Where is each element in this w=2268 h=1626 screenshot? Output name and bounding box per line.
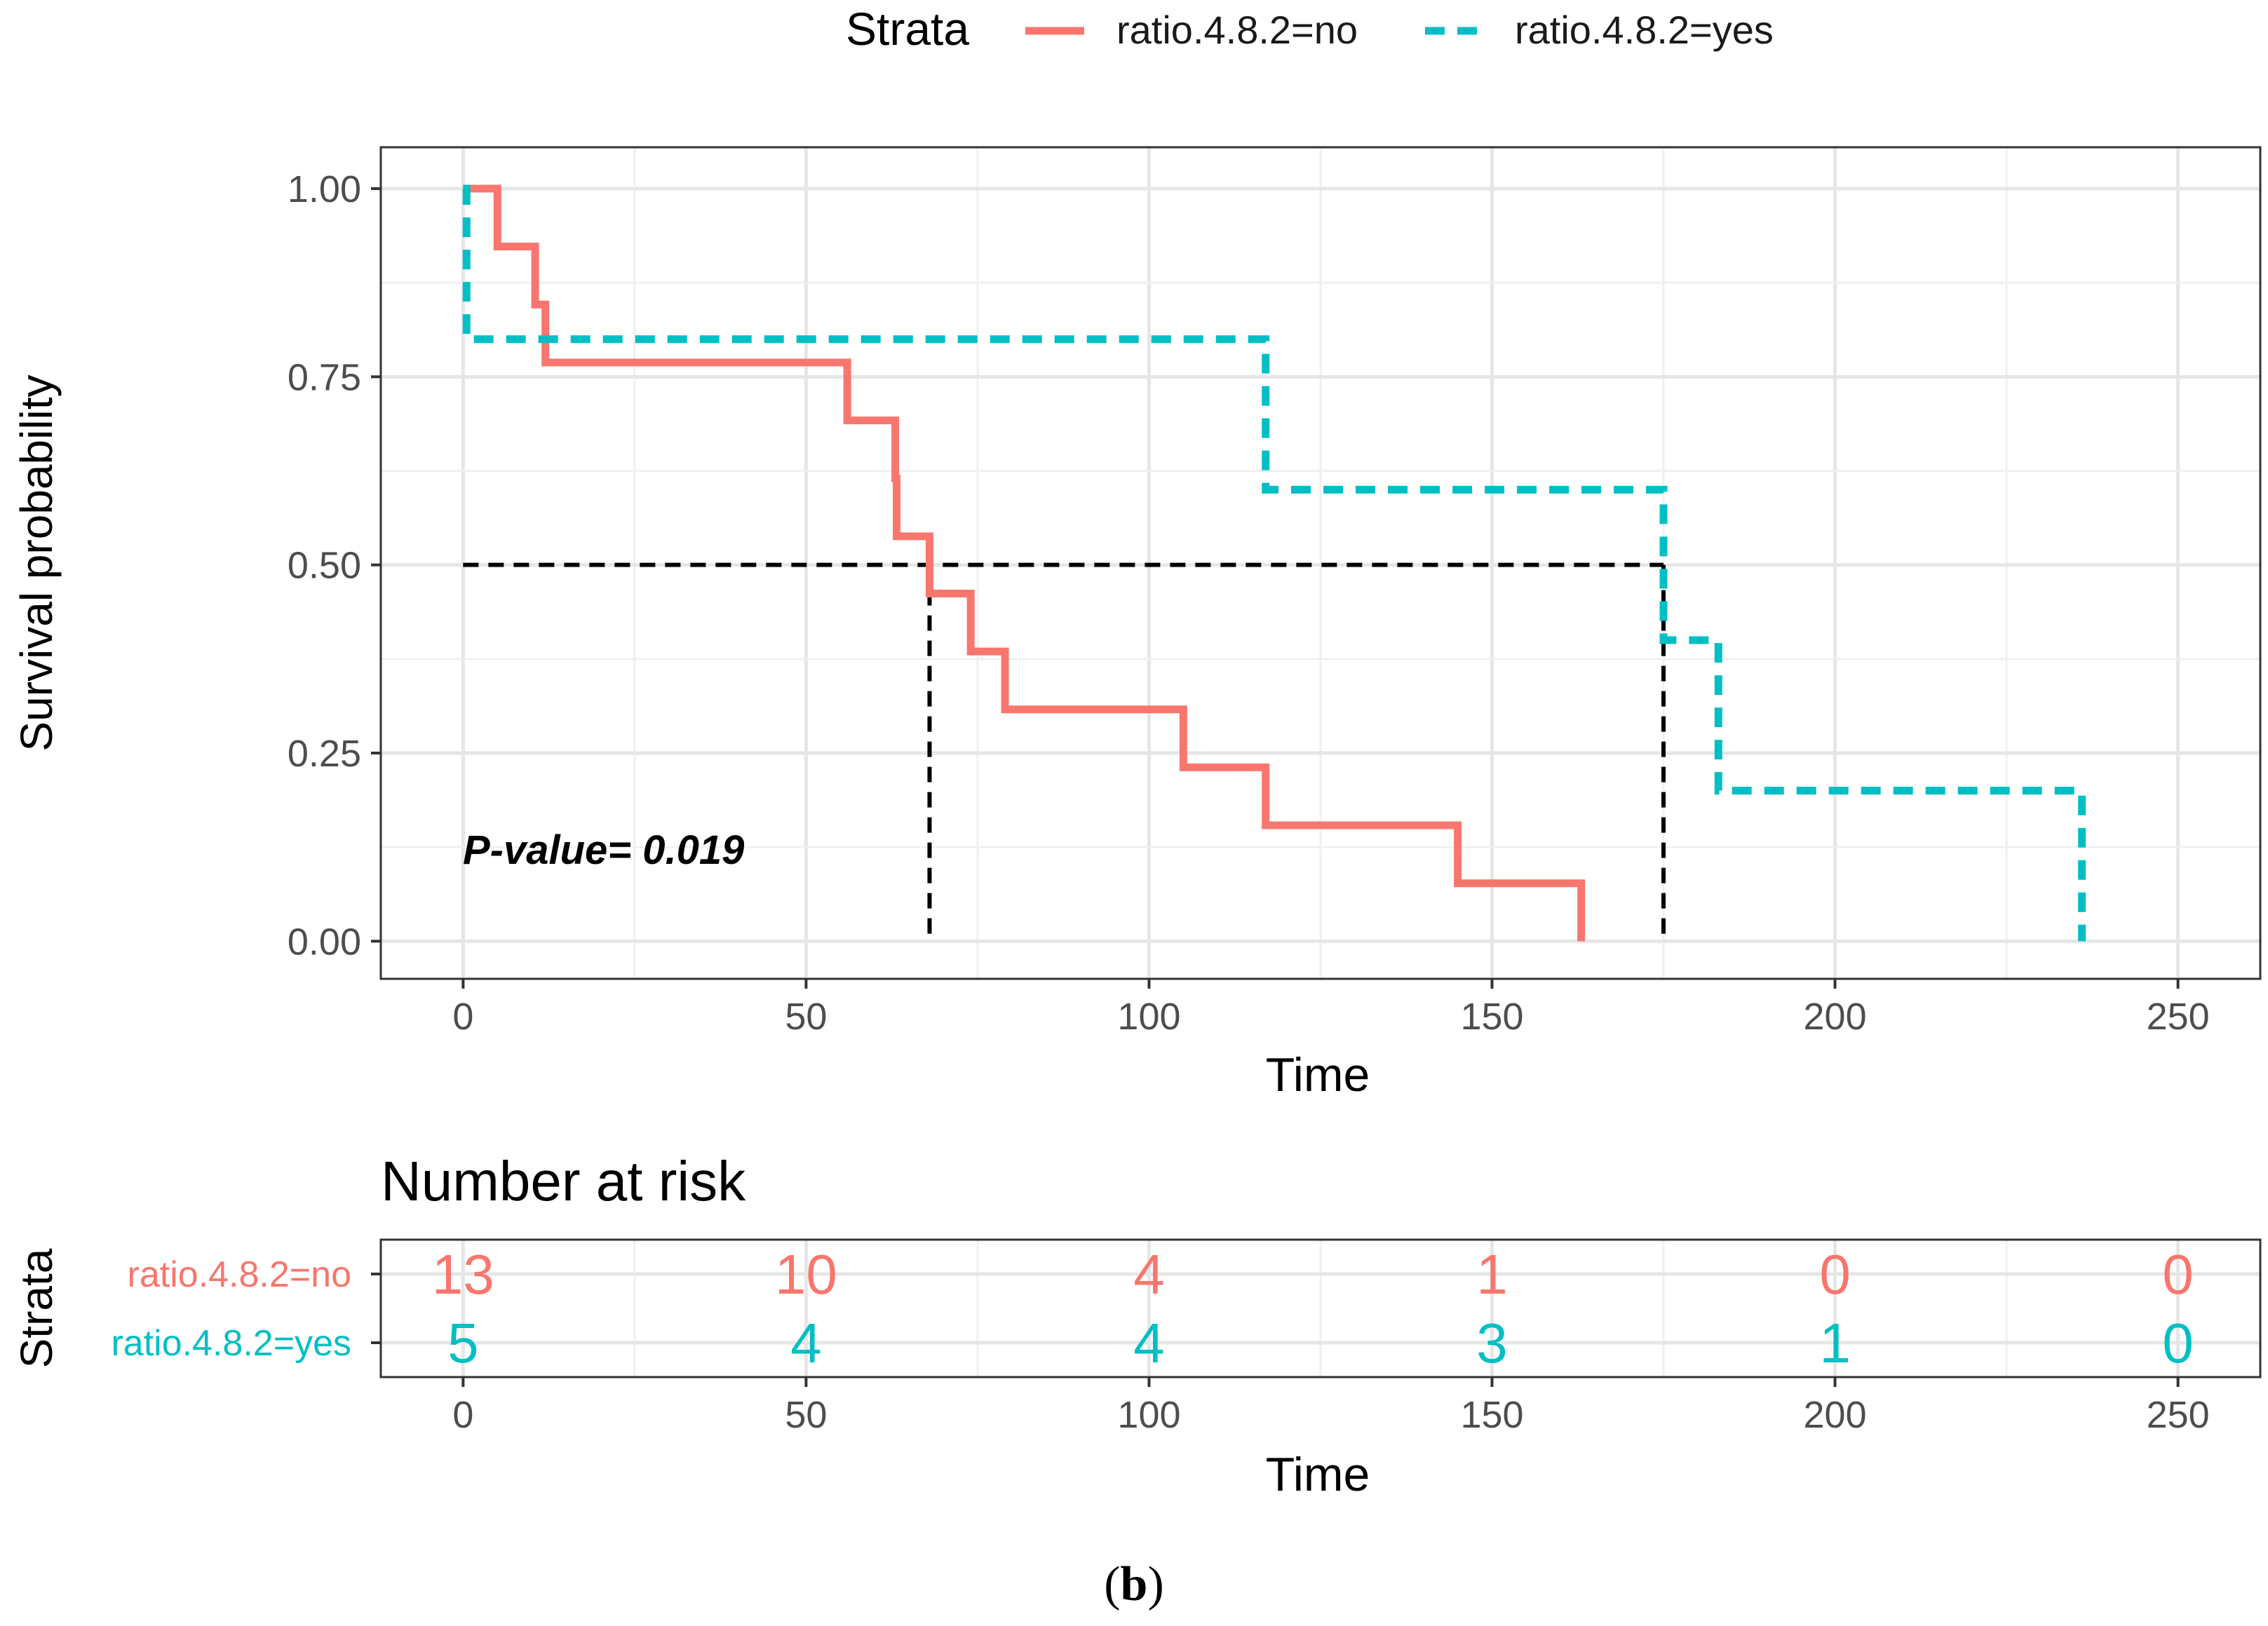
risk-table-title: Number at risk: [381, 1150, 746, 1212]
table-row-labels: ratio.4.8.2=no ratio.4.8.2=yes: [111, 1254, 381, 1364]
risk-table-cell: 4: [790, 1312, 822, 1374]
table-x-axis-title: Time: [1266, 1448, 1370, 1501]
risk-table-cell: 1: [1819, 1312, 1851, 1374]
x-tick-label: 100: [1117, 996, 1180, 1038]
survival-curve-no: [463, 184, 1586, 942]
table-x-axis: 0 50 100 150 200 250: [452, 1377, 2210, 1436]
table-x-tick-label: 250: [2147, 1394, 2210, 1436]
legend-label-no: ratio.4.8.2=no: [1116, 8, 1358, 52]
y-axis-title: Survival probability: [11, 374, 62, 751]
survival-panel: 0.00 0.25 0.50 0.75 1.00 0 50 100 150 200 250 P-v…: [11, 146, 2262, 1102]
risk-table-cell: 5: [447, 1312, 479, 1374]
y-tick-label: 0.25: [288, 733, 361, 775]
x-tick-label: 50: [785, 996, 827, 1038]
risk-table-cell: 0: [1819, 1243, 1851, 1306]
x-axis: 0 50 100 150 200 250: [452, 979, 2210, 1038]
risk-table-cells: 13 10 4 1 0 05 4 4 3 1 0: [432, 1243, 2194, 1374]
caption-open: (: [1104, 1557, 1120, 1611]
table-x-tick-label: 0: [452, 1394, 473, 1436]
survival-curve-yes: [462, 184, 2086, 942]
table-x-tick-label: 150: [1460, 1394, 1523, 1436]
risk-table-cell: 1: [1476, 1243, 1508, 1306]
caption-letter: b: [1121, 1557, 1148, 1611]
legend: Strata ratio.4.8.2=no ratio.4.8.2=yes: [846, 3, 1774, 55]
risk-table-cell: 0: [2162, 1312, 2194, 1374]
table-x-tick-label: 100: [1117, 1394, 1180, 1436]
table-y-axis-title: Strata: [11, 1248, 62, 1368]
y-tick-label: 0.00: [288, 921, 361, 963]
y-axis: 0.00 0.25 0.50 0.75 1.00: [288, 168, 381, 963]
table-x-tick-label: 50: [785, 1394, 827, 1436]
plot-border: [379, 146, 2262, 980]
table-row-label: ratio.4.8.2=yes: [111, 1323, 351, 1364]
x-tick-label: 200: [1804, 996, 1867, 1038]
table-grid-lines: [381, 1240, 2260, 1377]
median-lines: [463, 562, 1666, 942]
caption-close: ): [1147, 1557, 1163, 1611]
risk-table-cell: 13: [432, 1243, 494, 1306]
pvalue-annotation: P-value= 0.019: [463, 827, 744, 873]
y-tick-label: 0.50: [288, 545, 361, 587]
risk-table-cell: 4: [1133, 1243, 1165, 1306]
risk-table-cell: 10: [775, 1243, 837, 1306]
x-tick-label: 250: [2147, 996, 2210, 1038]
y-tick-label: 0.75: [288, 356, 361, 398]
risk-table-cell: 3: [1476, 1312, 1508, 1374]
risk-table-cell: 0: [2162, 1243, 2194, 1306]
y-tick-label: 1.00: [288, 168, 361, 210]
risk-table: Number at risk 13 10 4 1 0 05 4 4 3 1 0 ratio.4.8.…: [11, 1150, 2262, 1501]
legend-label-yes: ratio.4.8.2=yes: [1515, 8, 1774, 52]
legend-title: Strata: [846, 3, 969, 55]
survival-curves: [462, 184, 2086, 942]
x-tick-label: 150: [1460, 996, 1523, 1038]
table-x-tick-label: 200: [1804, 1394, 1867, 1436]
x-tick-label: 0: [452, 996, 473, 1038]
table-border: [379, 1238, 2262, 1378]
risk-table-cell: 4: [1133, 1312, 1165, 1374]
table-row-label: ratio.4.8.2=no: [128, 1254, 351, 1295]
x-axis-title: Time: [1266, 1048, 1370, 1102]
figure-caption: (b): [1104, 1557, 1164, 1611]
